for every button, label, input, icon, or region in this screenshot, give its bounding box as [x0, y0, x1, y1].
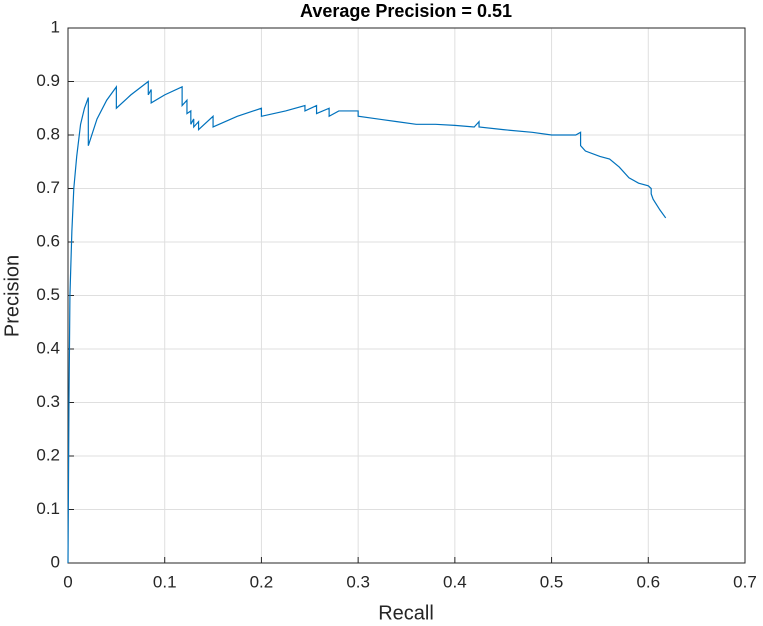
x-tick-label: 0.1	[153, 572, 177, 591]
y-tick-label: 0.4	[36, 338, 60, 357]
y-tick-label: 0.5	[36, 285, 60, 304]
y-axis-label: Precision	[1, 255, 23, 337]
y-tick-label: 1	[51, 17, 60, 36]
y-tick-label: 0.3	[36, 392, 60, 411]
x-axis-label: Recall	[378, 602, 434, 624]
y-tick-label: 0.7	[36, 178, 60, 197]
y-tick-label: 0.6	[36, 231, 60, 250]
x-tick-label: 0.4	[443, 572, 467, 591]
plot-box	[67, 27, 746, 564]
x-tick-label: 0.7	[733, 572, 757, 591]
pr-curve	[67, 80, 667, 564]
x-tick-label: 0.3	[346, 572, 370, 591]
y-tick-label: 0.2	[36, 445, 60, 464]
x-tick-label: 0.5	[540, 572, 564, 591]
x-tick-label: 0	[63, 572, 72, 591]
y-tick-label: 0	[51, 552, 60, 571]
x-tick-label: 0.2	[250, 572, 274, 591]
chart-title: Average Precision = 0.51	[300, 1, 512, 21]
y-tick-label: 0.9	[36, 71, 60, 90]
y-tick-label: 0.1	[36, 499, 60, 518]
x-tick-label: 0.6	[636, 572, 660, 591]
y-tick-label: 0.8	[36, 124, 60, 143]
